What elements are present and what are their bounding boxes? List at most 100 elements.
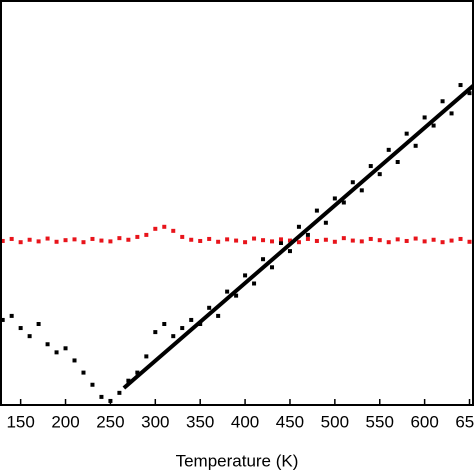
- data-point: [216, 313, 221, 318]
- data-point: [207, 305, 212, 310]
- data-point: [216, 239, 221, 244]
- data-point: [377, 238, 382, 243]
- data-point: [0, 317, 5, 322]
- data-point: [314, 208, 319, 213]
- data-point: [162, 322, 167, 326]
- data-point: [0, 238, 5, 243]
- data-point: [341, 200, 346, 205]
- data-point: [117, 236, 122, 241]
- x-tick-label: 450: [276, 412, 304, 431]
- data-point: [395, 160, 400, 164]
- data-point: [449, 111, 454, 116]
- data-point: [72, 237, 77, 242]
- data-point: [63, 346, 68, 351]
- data-point: [261, 257, 266, 262]
- data-point: [431, 123, 436, 128]
- data-point: [99, 238, 104, 243]
- data-point: [117, 390, 122, 395]
- data-point: [386, 240, 391, 245]
- data-point: [45, 236, 50, 241]
- data-point: [440, 99, 445, 104]
- x-tick-label: 550: [366, 412, 394, 431]
- data-point: [126, 378, 131, 383]
- data-point: [108, 239, 113, 244]
- data-point: [467, 91, 472, 96]
- data-point: [296, 224, 301, 229]
- data-point: [252, 281, 257, 286]
- data-point: [225, 289, 230, 294]
- data-point: [323, 237, 328, 242]
- data-point: [153, 330, 158, 335]
- x-tick-label: 350: [186, 412, 214, 431]
- data-point: [243, 273, 248, 278]
- data-point: [413, 236, 418, 241]
- data-point: [287, 238, 292, 243]
- data-point: [413, 143, 418, 148]
- data-point: [54, 350, 59, 355]
- data-point: [126, 237, 131, 242]
- data-point: [305, 232, 310, 237]
- data-point: [350, 180, 355, 185]
- data-point: [278, 241, 283, 245]
- data-point: [458, 236, 463, 241]
- data-point: [278, 237, 283, 242]
- data-point: [99, 394, 104, 399]
- x-tick-label: 500: [321, 412, 349, 431]
- data-point: [252, 236, 257, 241]
- data-point: [305, 236, 310, 241]
- data-point: [180, 326, 185, 331]
- data-point: [332, 196, 337, 201]
- data-point: [9, 313, 14, 318]
- data-point: [180, 234, 185, 239]
- data-point: [261, 238, 266, 243]
- data-point: [63, 238, 68, 243]
- x-tick-label: 150: [6, 412, 34, 431]
- data-point: [234, 293, 239, 298]
- data-point: [243, 240, 248, 245]
- data-point: [467, 239, 472, 244]
- data-point: [18, 240, 23, 245]
- data-point: [90, 236, 95, 241]
- data-point: [440, 240, 445, 245]
- data-point: [341, 236, 346, 241]
- data-point: [162, 224, 167, 229]
- data-point: [287, 249, 292, 254]
- data-point: [45, 342, 50, 347]
- data-point: [90, 382, 95, 387]
- data-point: [81, 370, 86, 375]
- data-point: [27, 237, 32, 242]
- data-point: [207, 236, 212, 241]
- data-point: [9, 236, 14, 241]
- data-point: [135, 234, 140, 239]
- data-point: [458, 83, 463, 88]
- data-point: [225, 237, 230, 242]
- data-point: [350, 238, 355, 243]
- data-point: [422, 239, 427, 244]
- data-point: [189, 317, 194, 322]
- data-point: [18, 326, 23, 331]
- x-tick-label: 200: [51, 412, 79, 431]
- x-axis-label: Temperature (K): [176, 451, 299, 470]
- data-point: [422, 115, 427, 120]
- data-point: [72, 358, 77, 363]
- data-point: [189, 237, 194, 242]
- data-point: [395, 237, 400, 242]
- data-point: [270, 265, 275, 270]
- data-point: [449, 238, 454, 243]
- data-point: [54, 239, 59, 244]
- data-point: [332, 239, 337, 244]
- data-point: [404, 131, 409, 136]
- data-point: [323, 220, 328, 225]
- fit-line: [122, 83, 474, 390]
- data-point: [198, 238, 203, 243]
- data-point: [296, 240, 301, 245]
- x-tick-label: 600: [410, 412, 438, 431]
- data-point: [135, 370, 140, 375]
- data-point: [36, 239, 41, 244]
- data-point: [359, 239, 364, 244]
- data-point: [314, 238, 319, 243]
- data-point: [234, 238, 239, 243]
- data-point: [81, 240, 86, 245]
- x-tick-label: 250: [96, 412, 124, 431]
- data-point: [171, 228, 176, 233]
